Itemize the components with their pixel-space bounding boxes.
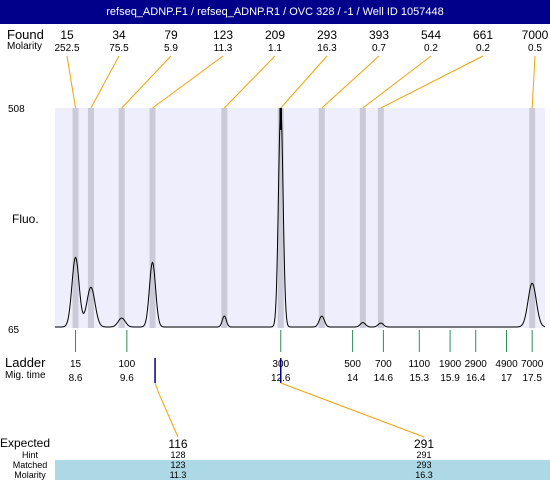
y-tick-label: 65 [8, 325, 20, 336]
ladder-time-label: 16.4 [466, 373, 486, 384]
ladder-size-label: 4900 [495, 359, 518, 370]
hint-label: Hint [21, 450, 38, 460]
matched-value: 293 [416, 460, 431, 470]
ladder-time-label: 17.5 [522, 373, 542, 384]
found-peak-band [221, 108, 228, 328]
found-size-label: 7000 [522, 28, 549, 42]
matched-row-band [55, 460, 550, 470]
found-molarity-label: 0.7 [372, 43, 386, 54]
found-peak-band [377, 108, 384, 328]
title-bar: refseq_ADNP.F1 / refseq_ADNP.R1 / OVC 32… [0, 0, 550, 24]
found-molarity-label: 0.5 [528, 43, 542, 54]
found-molarity-label: 5.9 [164, 43, 178, 54]
ladder-size-label: 500 [344, 359, 361, 370]
ladder-size-label: 7000 [521, 359, 544, 370]
ladder-size-label: 100 [118, 359, 135, 370]
matched-label: Matched [12, 460, 48, 470]
found-peak-band [118, 108, 125, 328]
found-molarity-label: 0.2 [424, 43, 438, 54]
hint-value: 291 [416, 450, 431, 460]
found-size-label: 209 [265, 28, 285, 42]
ladder-size-label: 1100 [409, 359, 431, 370]
found-size-label: 393 [369, 28, 389, 42]
y-axis-label: Fluo. [12, 212, 39, 226]
ladder-size-label: 700 [375, 359, 392, 370]
expected-size-label: 291 [414, 437, 434, 451]
found-leader-line [223, 55, 276, 109]
found-size-label: 661 [473, 28, 493, 42]
mig-time-label: Mig. time [5, 370, 46, 381]
found-peak-band [72, 108, 79, 328]
expected-leader-line [280, 382, 425, 438]
found-peak-band [87, 108, 94, 328]
hint-value: 128 [170, 450, 185, 460]
molarity-value: 16.3 [415, 470, 433, 480]
title-text: refseq_ADNP.F1 / refseq_ADNP.R1 / OVC 32… [106, 6, 444, 18]
molarity-label: Molarity [7, 41, 43, 52]
found-molarity-label: 252.5 [54, 43, 79, 54]
found-leader-line [531, 55, 536, 109]
plot-area [55, 108, 545, 328]
found-leader-line [280, 55, 328, 109]
found-label: Found [7, 27, 44, 42]
found-size-label: 15 [60, 28, 74, 42]
ladder-size-label: 2900 [465, 359, 488, 370]
y-tick-label: 508 [8, 104, 25, 115]
ladder-size-label: 15 [70, 359, 82, 370]
molarity-value: 11.3 [170, 470, 187, 480]
molarity-row-label: Molarity [14, 470, 46, 480]
ladder-size-label: 1900 [439, 359, 462, 370]
ladder-time-label: 9.6 [120, 373, 134, 384]
matched-value: 123 [170, 460, 185, 470]
found-leader-line [362, 55, 432, 109]
molarity-row-band [55, 470, 550, 480]
found-molarity-label: 0.2 [476, 43, 490, 54]
found-peak-band [359, 108, 366, 328]
found-size-label: 34 [112, 28, 126, 42]
expected-size-label: 116 [168, 437, 187, 451]
expected-label: Expected [0, 436, 51, 450]
found-molarity-label: 16.3 [317, 43, 337, 54]
ladder-time-label: 15.3 [410, 373, 430, 384]
found-leader-line [121, 55, 172, 109]
found-molarity-label: 1.1 [268, 43, 282, 54]
found-size-label: 79 [164, 28, 178, 42]
ladder-time-label: 17 [501, 373, 513, 384]
found-peak-band [318, 108, 325, 328]
found-leader-line [90, 55, 120, 109]
found-peak-band [277, 108, 284, 328]
found-size-label: 544 [421, 28, 441, 42]
expected-leader-line [154, 382, 179, 438]
found-molarity-label: 75.5 [109, 43, 129, 54]
found-molarity-label: 11.3 [214, 43, 233, 54]
ladder-label: Ladder [5, 355, 46, 370]
ladder-time-label: 14.6 [374, 373, 394, 384]
found-leader-line [321, 55, 380, 109]
ladder-time-label: 14 [347, 373, 359, 384]
ladder-time-label: 8.6 [69, 373, 83, 384]
found-leader-line [66, 55, 77, 109]
found-leader-line [152, 55, 224, 109]
ladder-time-label: 15.9 [440, 373, 460, 384]
found-leader-line [380, 55, 484, 109]
found-peak-band [529, 108, 536, 328]
found-peak-band [149, 108, 156, 328]
found-size-label: 123 [213, 28, 233, 42]
found-size-label: 293 [317, 28, 337, 42]
fluorescence-trace [55, 107, 546, 328]
